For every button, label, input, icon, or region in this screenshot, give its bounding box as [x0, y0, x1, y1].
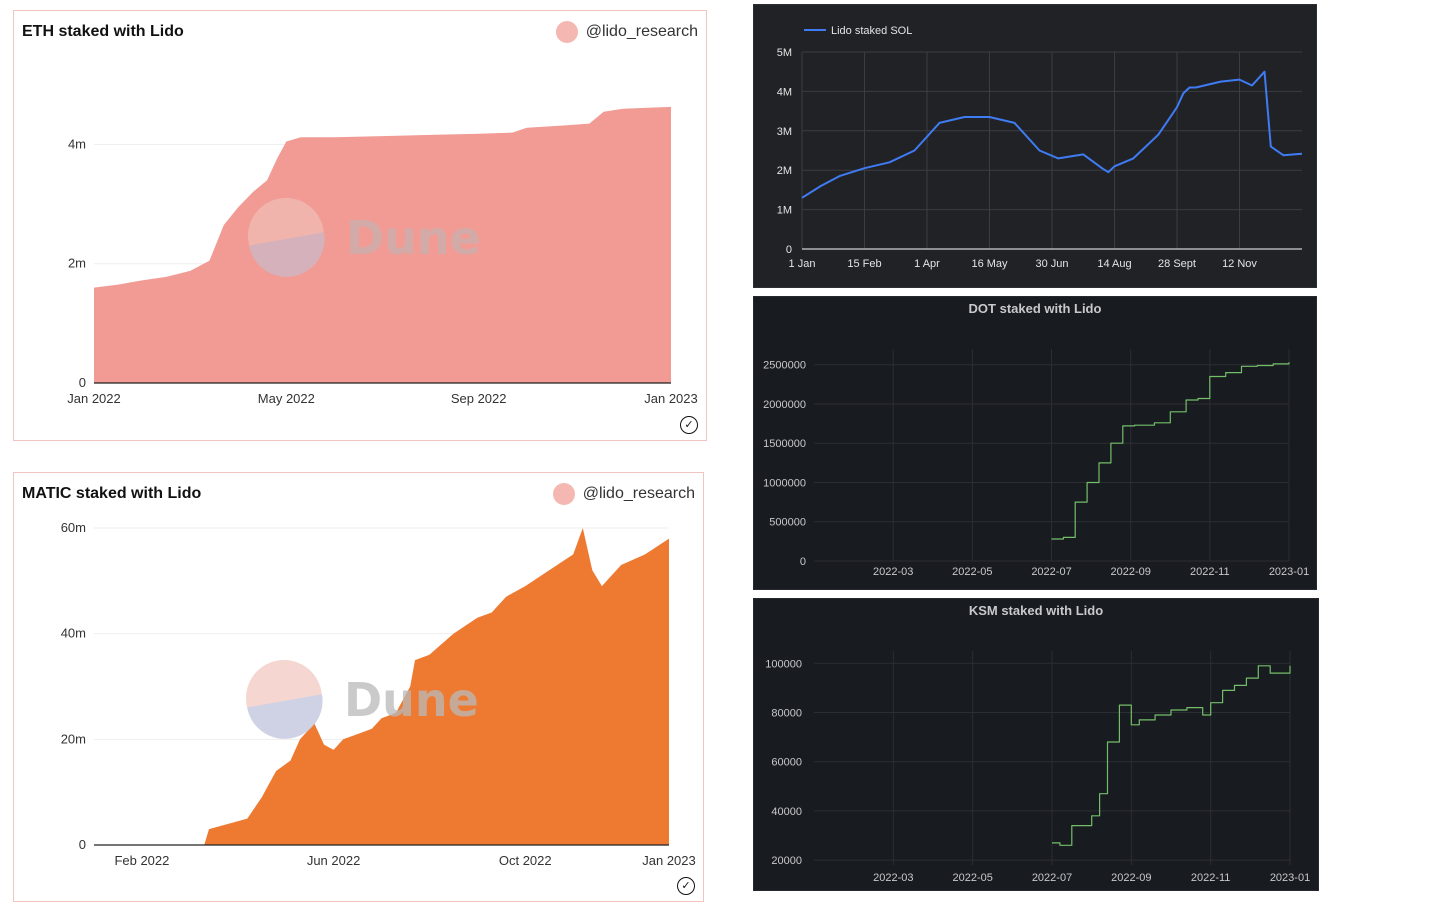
- ksm-chart-panel: KSM staked with Lido 20000 40000 60000 8000…: [753, 598, 1319, 891]
- y-tick-label: 2m: [68, 256, 86, 271]
- y-tick-label: 80000: [771, 707, 802, 719]
- dune-logo-icon: [247, 694, 323, 739]
- dot-chart-title: DOT staked with Lido: [968, 301, 1102, 316]
- handle-avatar-icon: [555, 21, 578, 43]
- sol-chart: 0 1M 2M 3M 4M 5M 1 Jan 15 Feb 1 Apr 16 May 30 Jun 1…: [777, 25, 1303, 270]
- handle-avatar-icon: [552, 483, 575, 505]
- y-tick-label: 2M: [777, 165, 792, 177]
- eth-chart-panel: ETH staked with Lido @lido_research 0 2m 4…: [13, 10, 707, 441]
- x-tick-label: Jun 2022: [307, 853, 361, 868]
- y-tick-label: 1500000: [763, 438, 806, 450]
- x-tick-label: 2022-11: [1190, 566, 1230, 578]
- check-circle-icon: ✓: [680, 416, 698, 434]
- x-tick-label: Jan 2022: [67, 391, 121, 406]
- x-tick-label: 1 Apr: [914, 258, 940, 270]
- series-area: [94, 106, 671, 384]
- x-tick-label: 2022-11: [1191, 872, 1231, 884]
- x-tick-label: 2022-07: [1032, 872, 1072, 884]
- matic-handle[interactable]: @lido_research: [552, 483, 695, 505]
- y-tick-label: 40000: [771, 806, 802, 818]
- sol-chart-panel: 0 1M 2M 3M 4M 5M 1 Jan 15 Feb 1 Apr 16 May 30 Jun 1…: [753, 4, 1317, 288]
- y-tick-label: 0: [79, 375, 86, 390]
- dune-watermark: Dune: [248, 198, 481, 277]
- y-tick-label: 0: [79, 837, 86, 852]
- ksm-chart-title: KSM staked with Lido: [968, 603, 1104, 618]
- x-tick-label: 2022-09: [1110, 566, 1150, 578]
- y-tick-label: 20000: [771, 855, 802, 867]
- x-tick-label: 1 Jan: [789, 258, 816, 270]
- matic-chart-title: MATIC staked with Lido: [22, 485, 202, 502]
- y-tick-label: 1M: [777, 205, 792, 217]
- x-tick-label: 16 May: [971, 258, 1008, 270]
- eth-chart: 0 2m 4m Jan 2022 May 2022 Sep 2022 Jan 2023 Dun…: [67, 106, 698, 406]
- x-tick-label: Oct 2022: [499, 853, 552, 868]
- eth-handle[interactable]: @lido_research: [555, 21, 698, 43]
- x-tick-label: 2022-05: [952, 566, 992, 578]
- y-tick-label: 1000000: [763, 477, 806, 489]
- x-tick-label: 2022-03: [873, 872, 913, 884]
- series-line: [1051, 362, 1290, 540]
- y-tick-label: 4M: [777, 86, 792, 98]
- dot-chart-panel: DOT staked with Lido 0 500000 1000000 15000…: [753, 296, 1317, 590]
- y-tick-label: 20m: [61, 731, 86, 746]
- x-tick-label: Feb 2022: [114, 853, 169, 868]
- x-tick-label: Jan 2023: [642, 853, 696, 868]
- dune-logo-icon: [249, 232, 325, 277]
- dune-watermark-text: Dune: [346, 211, 481, 265]
- y-tick-label: 40m: [61, 626, 86, 641]
- x-tick-label: May 2022: [258, 391, 315, 406]
- matic-chart-panel: MATIC staked with Lido @lido_research 0 2…: [13, 472, 704, 902]
- y-tick-label: 3M: [777, 126, 792, 138]
- check-circle-icon: ✓: [677, 877, 695, 895]
- dune-watermark: Dune: [246, 660, 479, 739]
- x-tick-label: 30 Jun: [1035, 258, 1068, 270]
- x-tick-label: 2022-03: [873, 566, 913, 578]
- y-tick-label: 60000: [771, 757, 802, 769]
- y-tick-label: 500000: [769, 517, 806, 529]
- x-tick-label: Jan 2023: [644, 391, 698, 406]
- series-area: [94, 528, 669, 845]
- x-tick-label: Sep 2022: [451, 391, 507, 406]
- series-line: [801, 70, 1303, 199]
- x-tick-label: 2023-01: [1269, 566, 1309, 578]
- matic-handle-text: @lido_research: [582, 485, 695, 502]
- x-tick-label: 28 Sept: [1158, 258, 1196, 270]
- ksm-chart: 20000 40000 60000 80000 100000 2022-03 2022-05…: [765, 651, 1310, 884]
- dot-chart: 0 500000 1000000 1500000 2000000 2500000 2022-…: [763, 349, 1309, 578]
- y-tick-label: 0: [800, 556, 806, 568]
- matic-chart: 0 20m 40m 60m Feb 2022 Jun 2022 Oct 2022 Jan 20…: [61, 520, 696, 868]
- sol-legend-label: Lido staked SOL: [831, 25, 912, 37]
- x-tick-label: 15 Feb: [847, 258, 881, 270]
- y-tick-label: 2500000: [763, 360, 806, 372]
- series-line: [1052, 665, 1291, 846]
- x-tick-label: 14 Aug: [1097, 258, 1131, 270]
- eth-chart-title: ETH staked with Lido: [22, 23, 184, 40]
- y-tick-label: 100000: [765, 658, 802, 670]
- eth-handle-text: @lido_research: [585, 23, 698, 40]
- y-tick-label: 0: [786, 244, 792, 256]
- y-tick-label: 2000000: [763, 399, 806, 411]
- y-tick-label: 5M: [777, 47, 792, 59]
- x-tick-label: 2022-05: [952, 872, 992, 884]
- dune-watermark-text: Dune: [344, 673, 479, 727]
- y-tick-label: 60m: [61, 520, 86, 535]
- x-tick-label: 2022-09: [1111, 872, 1151, 884]
- y-tick-label: 4m: [68, 136, 86, 151]
- x-tick-label: 12 Nov: [1222, 258, 1257, 270]
- x-tick-label: 2022-07: [1031, 566, 1071, 578]
- x-tick-label: 2023-01: [1270, 872, 1310, 884]
